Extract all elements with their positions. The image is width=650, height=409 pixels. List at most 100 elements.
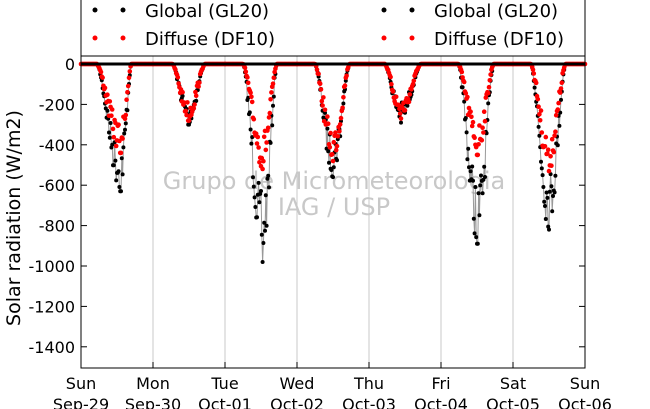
global-point	[326, 149, 331, 154]
global-point	[552, 190, 557, 195]
diffuse-point	[337, 129, 342, 134]
global-point	[483, 175, 487, 179]
global-point	[329, 168, 334, 172]
diffuse-point	[475, 152, 481, 158]
diffuse-point	[125, 89, 130, 95]
diffuse-point	[269, 90, 274, 95]
diffuse-point	[552, 133, 557, 138]
global-point	[555, 143, 560, 148]
diffuse-point	[393, 94, 399, 100]
x-tick-label-day: Thu	[353, 374, 384, 393]
diffuse-point	[546, 168, 552, 174]
diffuse-point	[487, 78, 493, 83]
diffuse-point	[260, 166, 265, 172]
diffuse-point	[333, 130, 338, 135]
global-point	[267, 185, 271, 190]
diffuse-point	[548, 154, 553, 159]
diffuse-point	[340, 105, 345, 111]
global-point	[120, 172, 125, 177]
watermark: Grupo de Micrometeorologia IAG / USP	[163, 167, 505, 221]
global-point	[546, 224, 551, 229]
global-point	[557, 123, 562, 128]
x-tick-label-date: Oct-03	[342, 395, 396, 409]
diffuse-point	[398, 116, 404, 121]
diffuse-point	[486, 84, 492, 90]
diffuse-point	[242, 65, 248, 70]
y-tick-label: -800	[39, 217, 75, 236]
global-point	[255, 215, 259, 220]
global-point	[261, 241, 266, 245]
diffuse-point	[316, 71, 321, 77]
legend-entry: Global (GL20)	[92, 1, 269, 22]
global-point	[123, 121, 128, 126]
y-axis: 0 -200 -400 -600 -800 -1000 -1200 -1400	[29, 55, 585, 357]
watermark-line-1: Grupo de Micrometeorologia	[163, 167, 505, 195]
x-tick-label-date: Oct-01	[198, 395, 252, 409]
global-point	[468, 169, 473, 174]
legend-marker	[92, 35, 98, 41]
global-point	[252, 195, 257, 200]
diffuse-point	[270, 81, 276, 86]
diffuse-point	[191, 106, 197, 111]
diffuse-point	[183, 108, 189, 114]
diffuse-point	[109, 113, 114, 118]
global-point	[105, 108, 110, 113]
y-tick-label: -400	[39, 136, 75, 155]
global-point	[331, 175, 335, 180]
y-axis-label: Solar radiation (W/m2)	[3, 110, 25, 326]
diffuse-point	[180, 89, 185, 95]
diffuse-point	[543, 134, 549, 140]
diffuse-point	[335, 134, 341, 139]
diffuse-point	[342, 83, 348, 88]
global-point	[547, 189, 552, 194]
diffuse-point	[193, 89, 198, 95]
diffuse-point	[264, 140, 269, 145]
global-point	[462, 99, 467, 104]
diffuse-point	[465, 94, 470, 100]
global-point	[249, 141, 254, 146]
x-tick-label-day: Wed	[280, 374, 315, 393]
x-tick-label-day: Sun	[570, 374, 600, 393]
diffuse-point	[111, 134, 117, 140]
global-point	[477, 213, 482, 218]
global-point	[110, 142, 115, 147]
global-point	[256, 180, 261, 185]
global-point	[107, 130, 111, 135]
diffuse-point	[254, 141, 260, 146]
diffuse-point	[185, 100, 190, 105]
diffuse-point	[329, 152, 335, 157]
global-point	[405, 103, 410, 108]
diffuse-point	[538, 108, 544, 113]
diffuse-point	[555, 107, 561, 112]
global-point	[472, 231, 477, 236]
global-point	[341, 101, 346, 106]
diffuse-point	[537, 118, 543, 123]
global-point	[263, 193, 268, 198]
diffuse-point	[314, 67, 320, 72]
diffuse-point	[271, 75, 277, 80]
diffuse-point	[193, 93, 199, 98]
x-axis: Sun Sep-29 Mon Sep-30 Tue Oct-01 Wed Oct-02 Thu O…	[53, 362, 612, 409]
global-point	[543, 204, 547, 208]
diffuse-point	[388, 74, 393, 80]
x-tick-label-date: Oct-06	[558, 395, 612, 409]
global-point	[121, 145, 126, 150]
global-point	[466, 146, 471, 151]
global-point	[549, 184, 554, 189]
diffuse-point	[245, 75, 250, 80]
diffuse-point	[469, 123, 475, 129]
legend-marker	[120, 7, 126, 13]
legend-marker	[381, 35, 387, 41]
diffuse-point	[334, 143, 340, 149]
diffuse-point	[461, 79, 467, 85]
global-point	[464, 130, 469, 135]
legend-label: Diffuse (DF10)	[434, 29, 564, 50]
diffuse-point	[481, 109, 487, 114]
y-tick-label: -1200	[29, 297, 76, 316]
global-point	[540, 173, 545, 178]
global-point	[123, 127, 127, 132]
diffuse-point	[328, 130, 333, 136]
diffuse-point	[319, 98, 325, 104]
global-point	[259, 232, 264, 237]
diffuse-point	[249, 94, 254, 100]
